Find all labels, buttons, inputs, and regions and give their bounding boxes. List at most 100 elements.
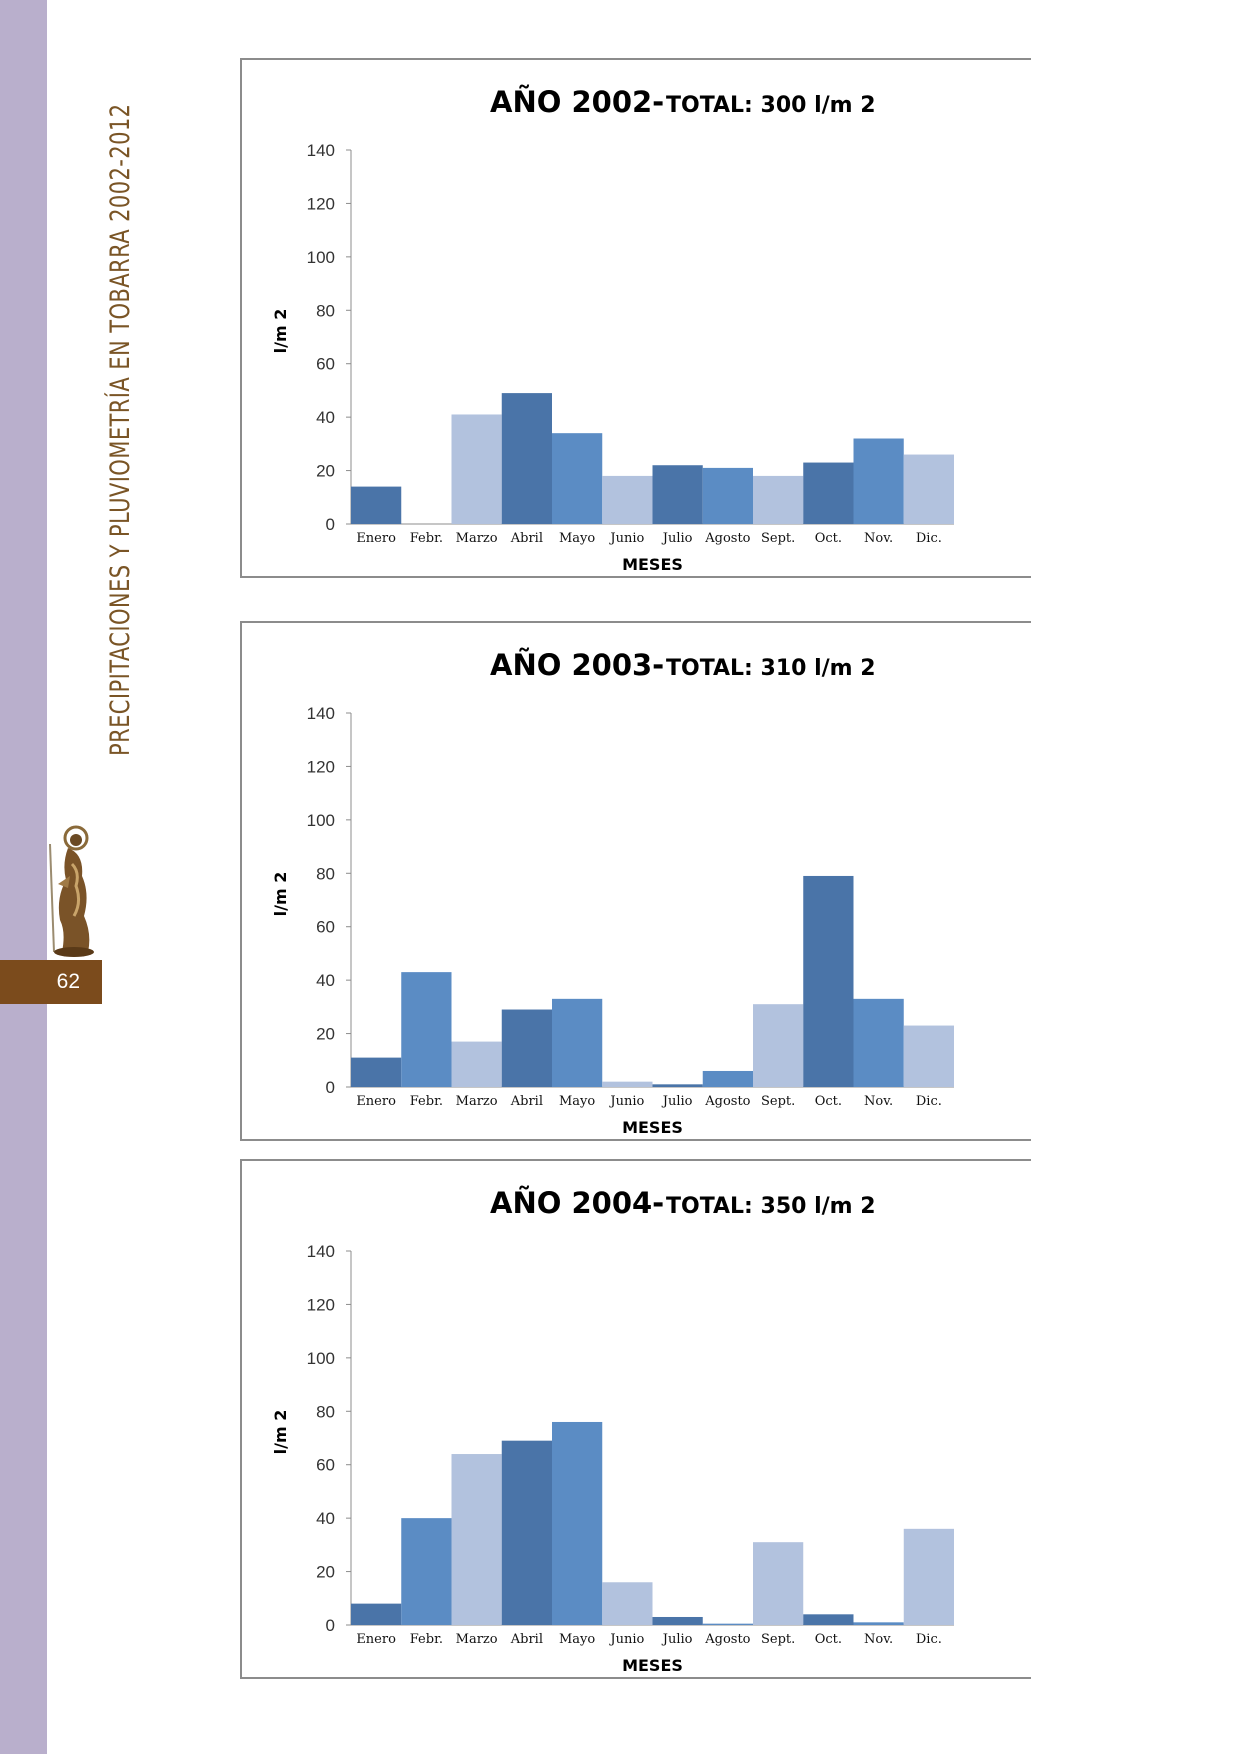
bar-mayo [552, 433, 603, 524]
bar-junio [602, 475, 653, 524]
bar-enero [351, 1057, 402, 1087]
x-category-label: Agosto [704, 531, 750, 546]
x-category-label: Mayo [559, 1632, 595, 1647]
saint-figurine-icon [49, 825, 94, 957]
bar-enero [351, 1603, 402, 1625]
chart-2003: AÑO 2003- TOTAL: 310 l/m 2 0 20 40 60 80 100 120… [240, 621, 1031, 1141]
bar-junio [602, 1582, 653, 1625]
x-category-label: Sept. [761, 1094, 795, 1109]
y-tick-label: 40 [316, 971, 335, 990]
x-category-label: Oct. [815, 531, 842, 546]
x-category-label: Mayo [559, 1094, 595, 1109]
y-tick-label: 80 [316, 864, 335, 883]
y-tick-label: 20 [316, 1025, 335, 1044]
bar-agosto [702, 467, 753, 524]
bar-mayo [552, 998, 603, 1087]
x-category-label: Enero [356, 531, 396, 546]
y-tick-label: 60 [316, 1456, 335, 1475]
x-axis-title: MESES [622, 1118, 683, 1137]
y-tick-label: 0 [326, 1078, 335, 1097]
x-category-label: Abril [510, 1094, 543, 1109]
chart-title: AÑO 2004- [490, 1186, 664, 1220]
x-category-label: Mayo [559, 531, 595, 546]
x-category-label: Abril [510, 1632, 543, 1647]
x-category-label: Febr. [410, 1094, 443, 1109]
bar-mayo [552, 1421, 603, 1625]
bar-agosto [702, 1070, 753, 1087]
y-axis-title: l/m 2 [271, 309, 290, 354]
chart-title: AÑO 2002- [490, 85, 664, 119]
bar-marzo [451, 1454, 502, 1625]
bar-sept [753, 1004, 804, 1087]
x-category-label: Oct. [815, 1632, 842, 1647]
x-category-label: Marzo [456, 531, 498, 546]
x-category-label: Febr. [410, 1632, 443, 1647]
bar-oct [803, 875, 854, 1087]
chart-subtitle: TOTAL: 300 l/m 2 [666, 93, 876, 118]
x-category-label: Dic. [916, 1632, 942, 1647]
y-tick-label: 100 [307, 1349, 335, 1368]
chart-subtitle: TOTAL: 350 l/m 2 [666, 1194, 876, 1219]
y-tick-label: 0 [326, 515, 335, 534]
x-category-label: Junio [608, 1632, 644, 1647]
chart-2003-svg: AÑO 2003- TOTAL: 310 l/m 2 0 20 40 60 80 100 120… [271, 648, 954, 1137]
x-category-label: Abril [510, 531, 543, 546]
chart-2004-svg: AÑO 2004- TOTAL: 350 l/m 2 0 20 40 60 80 100 120… [271, 1186, 954, 1675]
bar-sept [753, 475, 804, 524]
x-category-label: Julio [661, 1632, 693, 1647]
x-category-label: Nov. [864, 1094, 893, 1109]
bar-sept [753, 1542, 804, 1625]
x-category-label: Marzo [456, 1094, 498, 1109]
bar-nov [853, 998, 904, 1087]
x-category-label: Dic. [916, 1094, 942, 1109]
x-category-label: Agosto [704, 1094, 750, 1109]
y-tick-label: 40 [316, 1509, 335, 1528]
x-category-label: Junio [608, 1094, 644, 1109]
y-tick-label: 80 [316, 301, 335, 320]
y-axis-title: l/m 2 [271, 1410, 290, 1455]
chart-subtitle: TOTAL: 310 l/m 2 [666, 656, 876, 681]
page-number: 62 [0, 960, 102, 1004]
bar-julio [652, 1616, 703, 1625]
x-category-label: Febr. [410, 531, 443, 546]
x-category-label: Nov. [864, 1632, 893, 1647]
chart-2002: AÑO 2002- TOTAL: 300 l/m 2 0 20 40 60 80 100 120… [240, 58, 1031, 578]
bar-julio [652, 465, 703, 524]
x-category-label: Enero [356, 1094, 396, 1109]
bar-dic [903, 1528, 954, 1625]
chart-2002-svg: AÑO 2002- TOTAL: 300 l/m 2 0 20 40 60 80 100 120… [271, 85, 954, 574]
bar-agosto [702, 1623, 753, 1625]
y-tick-label: 120 [307, 757, 335, 776]
y-tick-label: 60 [316, 355, 335, 374]
bar-junio [602, 1081, 653, 1087]
bar-enero [351, 486, 402, 524]
x-category-label: Nov. [864, 531, 893, 546]
y-axis-title: l/m 2 [271, 872, 290, 917]
y-tick-label: 40 [316, 408, 335, 427]
y-tick-label: 20 [316, 1563, 335, 1582]
bar-nov [853, 1622, 904, 1625]
x-category-label: Dic. [916, 531, 942, 546]
chart-2004: AÑO 2004- TOTAL: 350 l/m 2 0 20 40 60 80 100 120… [240, 1159, 1031, 1679]
y-tick-label: 120 [307, 1295, 335, 1314]
x-category-label: Junio [608, 531, 644, 546]
y-tick-label: 60 [316, 918, 335, 937]
bar-dic [903, 454, 954, 524]
y-tick-label: 100 [307, 811, 335, 830]
chart-title: AÑO 2003- [490, 648, 664, 682]
y-tick-label: 80 [316, 1402, 335, 1421]
x-axis-title: MESES [622, 555, 683, 574]
bar-nov [853, 438, 904, 524]
y-tick-label: 0 [326, 1616, 335, 1635]
x-category-label: Julio [661, 531, 693, 546]
vertical-page-title: PRECIPITACIONES Y PLUVIOMETRÍA EN TOBARR… [105, 103, 136, 756]
bar-dic [903, 1025, 954, 1087]
y-tick-label: 120 [307, 194, 335, 213]
x-axis-title: MESES [622, 1656, 683, 1675]
x-category-label: Enero [356, 1632, 396, 1647]
bar-julio [652, 1084, 703, 1087]
side-band [0, 0, 47, 1754]
bar-oct [803, 462, 854, 524]
y-tick-label: 140 [307, 141, 335, 160]
bar-marzo [451, 1041, 502, 1087]
